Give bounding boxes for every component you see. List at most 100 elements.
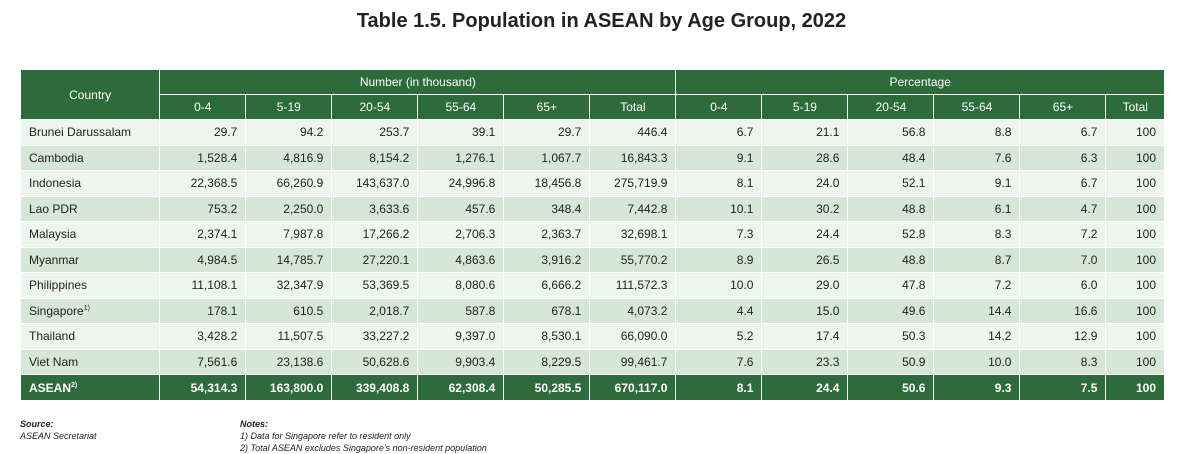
percent-cell: 9.1	[933, 170, 1021, 197]
number-cell: 18,456.8	[503, 170, 591, 197]
percent-cell: 100	[1105, 348, 1165, 375]
percent-cell: 48.4	[847, 144, 935, 171]
number-cell: 178.1	[159, 297, 247, 324]
col-header: Total	[1105, 94, 1165, 120]
number-cell: 670,117.0	[589, 374, 677, 401]
percent-cell: 9.3	[933, 374, 1021, 401]
percent-cell: 100	[1105, 374, 1165, 401]
percent-cell: 100	[1105, 119, 1165, 146]
percent-cell: 30.2	[761, 195, 849, 222]
number-cell: 4,863.6	[417, 246, 505, 273]
percent-cell: 10.1	[675, 195, 763, 222]
number-cell: 2,706.3	[417, 221, 505, 248]
number-cell: 22,368.5	[159, 170, 247, 197]
number-cell: 9,903.4	[417, 348, 505, 375]
number-cell: 55,770.2	[589, 246, 677, 273]
percent-cell: 8.8	[933, 119, 1021, 146]
percent-cell: 48.8	[847, 246, 935, 273]
percent-cell: 4.7	[1019, 195, 1107, 222]
percent-cell: 4.4	[675, 297, 763, 324]
country-name: ASEAN	[29, 380, 72, 395]
number-cell: 4,816.9	[245, 144, 333, 171]
col-header: 5-19	[245, 94, 333, 120]
number-cell: 29.7	[503, 119, 591, 146]
number-cell: 4,073.2	[589, 297, 677, 324]
number-cell: 27,220.1	[331, 246, 419, 273]
percent-cell: 6.7	[1019, 170, 1107, 197]
table-row: Cambodia 1,528.4 4,816.9 8,154.2 1,276.1 1,06…	[19, 144, 1165, 171]
col-header: 55-64	[933, 94, 1021, 120]
table-row: Viet Nam 7,561.6 23,138.6 50,628.6 9,903.4 8,…	[19, 348, 1165, 375]
number-cell: 8,154.2	[331, 144, 419, 171]
country-cell: Viet Nam	[19, 348, 161, 375]
percent-cell: 7.5	[1019, 374, 1107, 401]
percent-cell: 6.0	[1019, 272, 1107, 299]
percent-cell: 8.3	[1019, 348, 1107, 375]
percent-cell: 29.0	[761, 272, 849, 299]
country-name: Myanmar	[29, 252, 80, 267]
number-cell: 54,314.3	[159, 374, 247, 401]
col-header: 65+	[503, 94, 591, 120]
percent-cell: 23.3	[761, 348, 849, 375]
percent-cell: 100	[1105, 170, 1165, 197]
number-cell: 53,369.5	[331, 272, 419, 299]
number-cell: 446.4	[589, 119, 677, 146]
number-cell: 1,528.4	[159, 144, 247, 171]
number-cell: 32,347.9	[245, 272, 333, 299]
percent-cell: 48.8	[847, 195, 935, 222]
percent-cell: 7.6	[675, 348, 763, 375]
number-cell: 39.1	[417, 119, 505, 146]
number-cell: 50,285.5	[503, 374, 591, 401]
percent-cell: 52.8	[847, 221, 935, 248]
percent-cell: 100	[1105, 221, 1165, 248]
country-cell: Thailand	[19, 323, 161, 350]
percent-cell: 50.3	[847, 323, 935, 350]
number-cell: 6,666.2	[503, 272, 591, 299]
number-cell: 678.1	[503, 297, 591, 324]
number-cell: 24,996.8	[417, 170, 505, 197]
number-cell: 9,397.0	[417, 323, 505, 350]
number-cell: 66,260.9	[245, 170, 333, 197]
page-title: Table 1.5. Population in ASEAN by Age Gr…	[356, 10, 847, 32]
percent-cell: 8.3	[933, 221, 1021, 248]
percentage-group-header: Percentage	[675, 69, 1165, 95]
percent-cell: 7.2	[1019, 221, 1107, 248]
percent-cell: 16.6	[1019, 297, 1107, 324]
country-name: Lao PDR	[29, 201, 78, 216]
col-header: 20-54	[331, 94, 419, 120]
percent-cell: 12.9	[1019, 323, 1107, 350]
table-row: Singapore1) 178.1 610.5 2,018.7 587.8 678.1 4,…	[19, 297, 1165, 324]
number-cell: 111,572.3	[589, 272, 677, 299]
table-row: Myanmar 4,984.5 14,785.7 27,220.1 4,863.6 3,9…	[19, 246, 1165, 273]
number-cell: 753.2	[159, 195, 247, 222]
percent-cell: 15.0	[761, 297, 849, 324]
percent-cell: 100	[1105, 195, 1165, 222]
country-cell: ASEAN2)	[19, 374, 161, 401]
col-header: 65+	[1019, 94, 1107, 120]
number-cell: 3,916.2	[503, 246, 591, 273]
number-cell: 11,108.1	[159, 272, 247, 299]
col-header: Total	[589, 94, 677, 120]
number-cell: 457.6	[417, 195, 505, 222]
percent-cell: 6.3	[1019, 144, 1107, 171]
percent-cell: 7.2	[933, 272, 1021, 299]
number-cell: 50,628.6	[331, 348, 419, 375]
percent-cell: 100	[1105, 323, 1165, 350]
percent-cell: 28.6	[761, 144, 849, 171]
percent-cell: 56.8	[847, 119, 935, 146]
country-name: Thailand	[29, 329, 76, 344]
number-cell: 3,428.2	[159, 323, 247, 350]
number-cell: 8,229.5	[503, 348, 591, 375]
percent-cell: 8.1	[675, 170, 763, 197]
percent-cell: 6.7	[1019, 119, 1107, 146]
country-cell: Brunei Darussalam	[19, 119, 161, 146]
number-cell: 143,637.0	[331, 170, 419, 197]
country-cell: Cambodia	[19, 144, 161, 171]
percent-cell: 100	[1105, 144, 1165, 171]
note-item: 2) Total ASEAN excludes Singapore's non-…	[240, 443, 487, 453]
percent-cell: 21.1	[761, 119, 849, 146]
number-cell: 32,698.1	[589, 221, 677, 248]
table-row: Lao PDR 753.2 2,250.0 3,633.6 457.6 348.4 7,44…	[19, 195, 1165, 222]
number-cell: 339,408.8	[331, 374, 419, 401]
number-cell: 11,507.5	[245, 323, 333, 350]
